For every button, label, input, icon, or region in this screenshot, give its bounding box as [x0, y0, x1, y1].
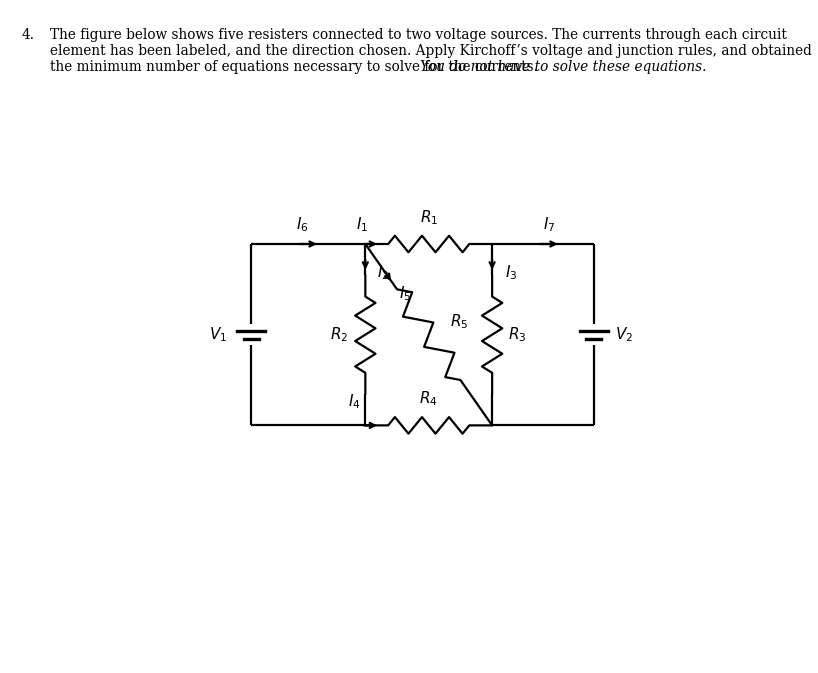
Text: the minimum number of equations necessary to solve for the currents.: the minimum number of equations necessar… [50, 60, 542, 74]
Text: $I_7$: $I_7$ [543, 215, 555, 234]
Text: $I_2$: $I_2$ [377, 263, 389, 282]
Text: $R_5$: $R_5$ [450, 312, 469, 331]
Text: $V_1$: $V_1$ [209, 325, 227, 344]
Text: $R_2$: $R_2$ [330, 325, 348, 344]
Text: The figure below shows five resisters connected to two voltage sources. The curr: The figure below shows five resisters co… [50, 28, 787, 42]
Text: You do not have to solve these equations.: You do not have to solve these equations… [420, 60, 707, 74]
Text: $R_4$: $R_4$ [420, 389, 438, 408]
Text: $I_4$: $I_4$ [348, 393, 360, 411]
Text: $I_6$: $I_6$ [295, 215, 308, 234]
Text: $I_5$: $I_5$ [398, 284, 411, 303]
Text: $V_2$: $V_2$ [615, 325, 633, 344]
Text: $I_3$: $I_3$ [505, 263, 517, 282]
Text: element has been labeled, and the direction chosen. Apply Kirchoff’s voltage and: element has been labeled, and the direct… [50, 44, 812, 58]
Text: 4.: 4. [22, 28, 35, 42]
Text: $R_3$: $R_3$ [508, 325, 527, 344]
Text: $R_1$: $R_1$ [420, 209, 438, 227]
Text: $I_1$: $I_1$ [356, 215, 368, 234]
